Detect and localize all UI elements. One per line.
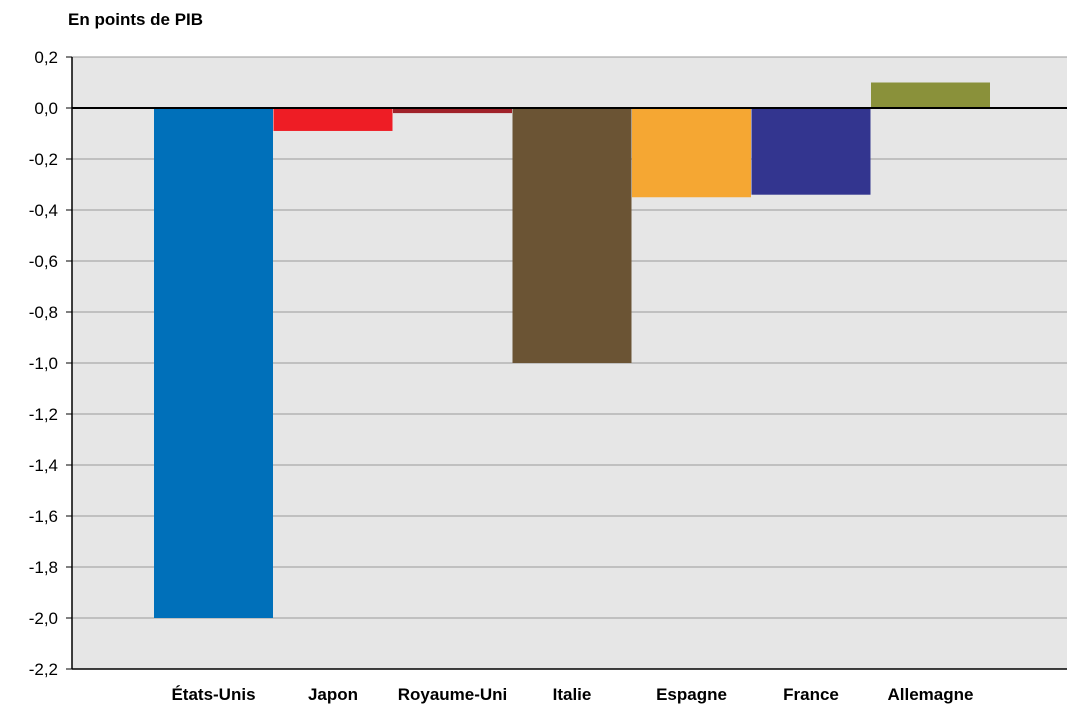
y-tick-label: -1,4 xyxy=(29,456,58,475)
y-tick-label: -0,2 xyxy=(29,150,58,169)
y-tick-label: -0,8 xyxy=(29,303,58,322)
x-category-labels: États-Unis Japon Royaume-Uni Italie Espagne F… xyxy=(171,685,973,704)
y-tick-label: -1,6 xyxy=(29,507,58,526)
bar-france xyxy=(751,108,871,195)
bar-italie xyxy=(512,108,632,363)
y-tick-label: 0,0 xyxy=(34,99,58,118)
y-tick-label: -0,6 xyxy=(29,252,58,271)
x-label-espagne: Espagne xyxy=(656,685,727,704)
y-tick-label: -1,2 xyxy=(29,405,58,424)
y-tick-label: -1,8 xyxy=(29,558,58,577)
y-tick-label: -2,0 xyxy=(29,609,58,628)
bar-japon xyxy=(273,108,393,131)
y-tick-label: 0,2 xyxy=(34,48,58,67)
bar-espagne xyxy=(632,108,751,198)
axis-unit-label: En points de PIB xyxy=(68,10,204,29)
bars xyxy=(154,82,990,618)
x-label-allemagne: Allemagne xyxy=(888,685,974,704)
x-label-france: France xyxy=(783,685,839,704)
x-label-italie: Italie xyxy=(553,685,592,704)
axes xyxy=(71,57,1067,670)
bar-allemagne xyxy=(871,82,990,108)
y-tick-label: -2,2 xyxy=(29,660,58,679)
x-label-royaume-uni: Royaume-Uni xyxy=(398,685,508,704)
y-tick-label: -1,0 xyxy=(29,354,58,373)
bar-royaume-uni xyxy=(393,108,512,114)
y-tick-labels: 0,2 0,0 -0,2 -0,4 -0,6 -0,8 -1,0 -1,2 -1,4 -1,6 -1… xyxy=(29,48,58,679)
x-label-etats-unis: États-Unis xyxy=(171,685,255,704)
y-tick-label: -0,4 xyxy=(29,201,58,220)
x-label-japon: Japon xyxy=(308,685,358,704)
bar-etats-unis xyxy=(154,108,273,618)
